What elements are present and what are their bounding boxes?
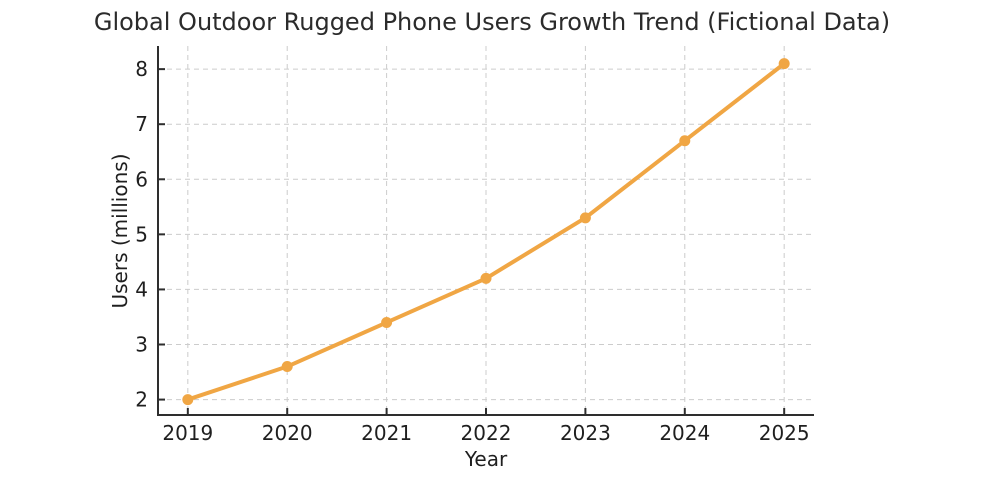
data-point-2023 <box>579 212 591 224</box>
y-axis-label: Users (millions) <box>108 153 132 309</box>
x-tick-label: 2024 <box>659 421 710 445</box>
y-tick-label: 4 <box>135 277 148 301</box>
trend-line <box>185 61 787 402</box>
x-tick-label: 2023 <box>560 421 611 445</box>
data-point-2022 <box>480 272 492 284</box>
y-tick-label: 6 <box>135 167 148 191</box>
x-tick-label: 2020 <box>262 421 313 445</box>
data-point-2021 <box>381 316 393 328</box>
x-tick-label: 2019 <box>162 421 213 445</box>
y-tick-label: 8 <box>135 57 148 81</box>
data-point-2020 <box>281 361 293 373</box>
x-axis-label: Year <box>464 447 508 471</box>
y-tick-label: 7 <box>135 112 148 136</box>
x-tick-label: 2025 <box>759 421 810 445</box>
data-point-2025 <box>778 58 790 70</box>
y-tick-label: 2 <box>135 388 148 412</box>
x-tick-label: 2022 <box>461 421 512 445</box>
x-tick-label: 2021 <box>361 421 412 445</box>
data-point-2024 <box>679 135 691 147</box>
chart-title: Global Outdoor Rugged Phone Users Growth… <box>93 8 891 36</box>
data-point-2019 <box>182 394 194 406</box>
y-tick-label: 5 <box>135 222 148 246</box>
y-tick-label: 3 <box>135 333 148 357</box>
